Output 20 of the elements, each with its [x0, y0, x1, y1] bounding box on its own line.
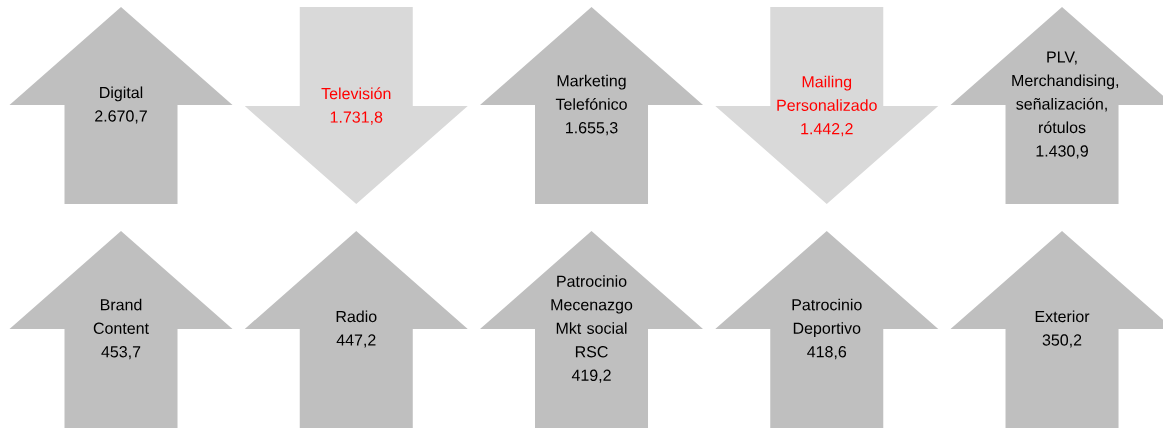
category-label: Mailing Personalizado	[777, 75, 877, 111]
category-label: Exterior	[1035, 310, 1090, 323]
data-label: 1.655,3	[566, 122, 618, 136]
category-label: Digital	[100, 86, 143, 102]
category-label: Patrocinio Mecenazgo Mkt social RSC	[551, 275, 633, 358]
data-label: 1.731,8	[330, 111, 383, 125]
category-label: Televisión	[321, 87, 391, 100]
category-label: Brand Content	[93, 298, 149, 334]
category-label: Radio	[336, 310, 377, 323]
category-label: Patrocinio Deportivo	[792, 298, 862, 338]
data-label: 1.430,9	[1036, 145, 1088, 159]
data-label: 2.670,7	[95, 110, 147, 124]
category-label: Marketing Telefónico	[555, 74, 627, 110]
data-label: 419,2	[571, 369, 611, 383]
data-label: 1.442,2	[801, 123, 853, 137]
data-label: 350,2	[1042, 334, 1082, 348]
data-label: 447,2	[336, 334, 376, 348]
data-label: 453,7	[101, 346, 141, 360]
category-label: PLV, Merchandising, señalización, rótulos	[1012, 51, 1119, 134]
data-label: 418,6	[807, 346, 847, 360]
